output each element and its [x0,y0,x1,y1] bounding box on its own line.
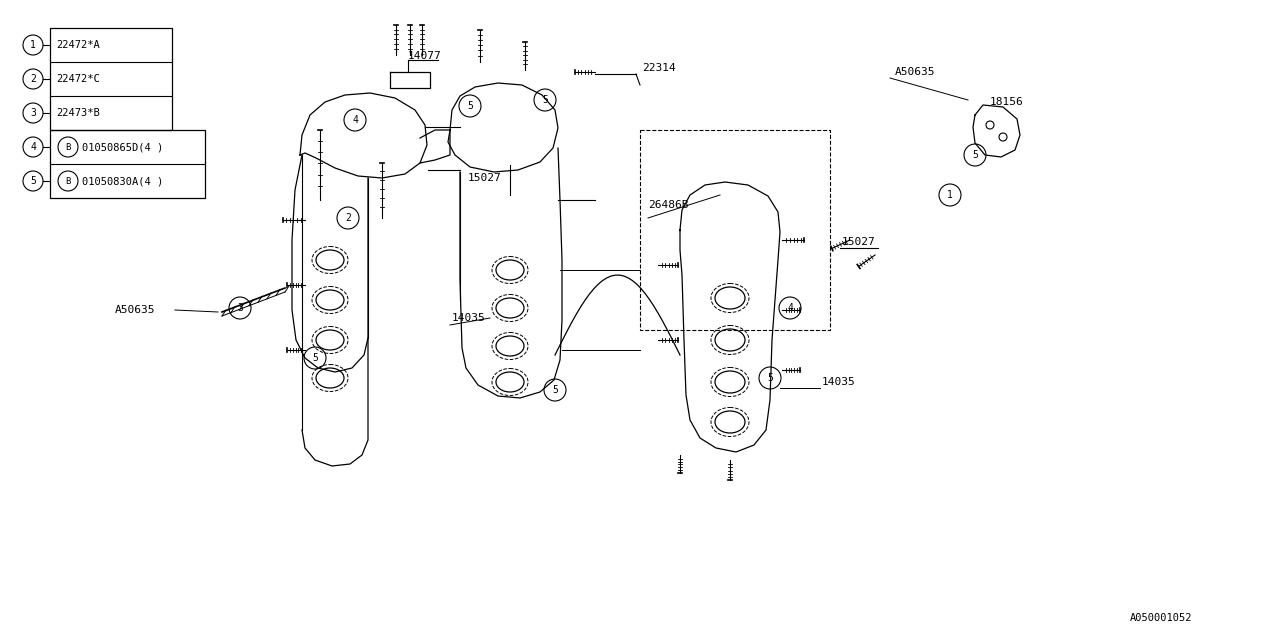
Text: 26486B: 26486B [648,200,689,210]
Bar [50,28,172,130]
Text: 4: 4 [352,115,358,125]
Text: 22472*C: 22472*C [56,74,100,84]
Bar [50,130,205,198]
Text: B: B [65,143,70,152]
Text: 1: 1 [947,190,952,200]
Text: 15027: 15027 [468,173,502,183]
Text: 5: 5 [312,353,317,363]
Text: 2: 2 [29,74,36,84]
Text: 22473*B: 22473*B [56,108,100,118]
Text: 5: 5 [972,150,978,160]
Text: 14035: 14035 [452,313,485,323]
Text: 4: 4 [787,303,792,313]
Text: 5: 5 [767,373,773,383]
Bar [640,130,829,330]
Text: 5: 5 [29,176,36,186]
Text: B: B [65,177,70,186]
Text: 01050830A(4 ): 01050830A(4 ) [82,176,164,186]
Text: 3: 3 [237,303,243,313]
Text: 14077: 14077 [408,51,442,61]
Text: 5: 5 [467,101,472,111]
Text: 5: 5 [541,95,548,105]
Text: A50635: A50635 [895,67,936,77]
Text: 14035: 14035 [822,377,856,387]
Text: 22472*A: 22472*A [56,40,100,50]
Text: 4: 4 [29,142,36,152]
Text: 01050865D(4 ): 01050865D(4 ) [82,142,164,152]
Text: 22314: 22314 [643,63,676,73]
Text: 18156: 18156 [989,97,1024,107]
Text: A050001052: A050001052 [1130,613,1193,623]
Text: 3: 3 [29,108,36,118]
Text: A50635: A50635 [115,305,155,315]
Text: 2: 2 [346,213,351,223]
Text: 5: 5 [552,385,558,395]
Text: 15027: 15027 [842,237,876,247]
Text: 1: 1 [29,40,36,50]
